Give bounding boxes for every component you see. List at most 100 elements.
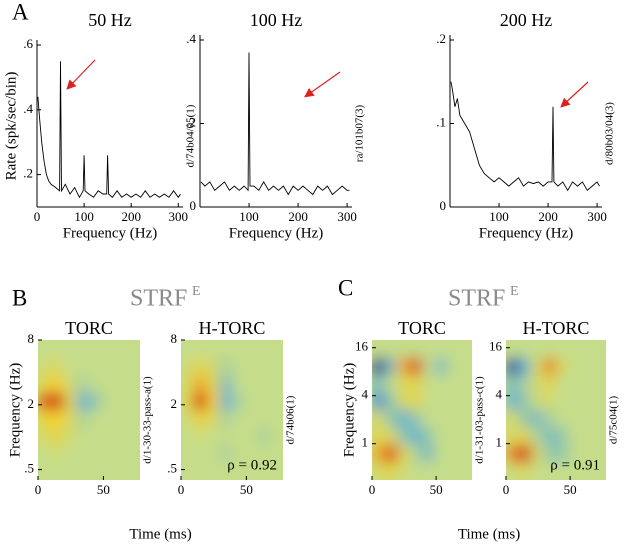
x-tick-label: 200	[288, 209, 308, 224]
heatmap-cell	[581, 410, 594, 428]
heatmap-cell	[114, 357, 128, 376]
heatmap-cell	[518, 340, 532, 358]
heatmap-cell	[114, 445, 128, 463]
heatmap-cell	[568, 357, 582, 376]
heatmap-cell	[127, 340, 140, 358]
heatmap-cell	[409, 445, 423, 463]
x-tick-label: 0	[35, 482, 42, 497]
heatmap-cell	[76, 340, 90, 358]
heatmap-cell	[543, 410, 557, 428]
heatmap-cells	[181, 340, 283, 480]
heatmap-cell	[459, 445, 472, 463]
heatmap-cell	[232, 445, 246, 463]
heatmap-cell	[219, 340, 233, 358]
heatmap-cell	[531, 392, 544, 411]
heatmap-cell	[257, 445, 271, 463]
heatmap-cell	[459, 340, 472, 358]
heatmap-cell	[593, 392, 606, 411]
heatmap-cell	[206, 462, 220, 480]
heatmap-cell	[76, 410, 90, 428]
x-tick-label: 300	[337, 209, 357, 224]
heatmap-cell	[219, 410, 233, 428]
heatmap-cell	[556, 427, 569, 446]
heatmap-cell	[581, 340, 594, 358]
heatmap-cell	[593, 357, 606, 376]
heatmap-cell	[593, 410, 606, 428]
x-axis-label: Frequency (Hz)	[229, 225, 324, 241]
heatmap-cell	[568, 375, 582, 393]
y-tick-label: .1	[436, 114, 446, 129]
x-axis-label: Frequency (Hz)	[63, 225, 158, 241]
y-tick-label: 16	[489, 339, 503, 354]
panel-label: A	[12, 0, 29, 24]
heatmap-cell	[531, 445, 544, 463]
x-tick-label: 200	[121, 209, 141, 224]
heatmap-cell	[193, 357, 207, 376]
heatmap-cell	[543, 427, 557, 446]
heatmap-cell	[593, 375, 606, 393]
x-tick-label: 300	[587, 209, 607, 224]
heatmap-cell	[397, 445, 410, 463]
heatmap-cell	[76, 427, 90, 446]
heading: STRF	[448, 286, 505, 312]
heatmap-cell	[434, 357, 448, 376]
heatmap-cell	[232, 357, 246, 376]
heatmap-cell	[89, 357, 103, 376]
side-label: d/1-30-33-pass-a(1)	[142, 376, 154, 464]
heatmap-cell	[127, 410, 140, 428]
heatmap-cell	[409, 375, 423, 393]
y-tick-label: 1	[496, 435, 503, 450]
heatmap-cell	[593, 340, 606, 358]
heatmap-cell	[581, 375, 594, 393]
heatmap-cell	[447, 375, 460, 393]
heatmap-cell	[206, 357, 220, 376]
chart-title: TORC	[65, 318, 113, 338]
y-tick-label: 4	[496, 387, 503, 402]
spectrum-line	[37, 61, 181, 199]
y-tick-label: .4	[186, 31, 196, 46]
heatmap-cell	[593, 462, 606, 480]
x-tick-label: 100	[74, 209, 94, 224]
heatmap-cell	[434, 340, 448, 358]
y-tick-label: 2	[171, 396, 178, 411]
heatmap-cell	[219, 357, 233, 376]
heatmap-cell	[232, 427, 246, 446]
heatmap-cell	[244, 375, 258, 393]
heatmap-cell	[506, 462, 519, 480]
heatmap-cell	[568, 392, 582, 411]
heatmap-cell	[219, 375, 233, 393]
heatmap-cell	[232, 410, 246, 428]
heatmap-cell	[581, 357, 594, 376]
heatmap-cell	[447, 340, 460, 358]
heatmap-cell	[219, 427, 233, 446]
heatmap-cell	[422, 427, 435, 446]
x-tick-label: 0	[369, 482, 376, 497]
y-tick-label: .2	[186, 114, 196, 129]
heatmap-cell	[244, 340, 258, 358]
heatmap-cell	[568, 410, 582, 428]
heatmap-cell	[89, 392, 103, 411]
heatmap-cell	[409, 427, 423, 446]
heatmap-cell	[568, 445, 582, 463]
heatmap-cell	[38, 445, 52, 463]
heatmap-cell	[193, 340, 207, 358]
heatmap-cell	[193, 427, 207, 446]
heatmap-cell	[506, 340, 519, 358]
heatmap-cell	[181, 392, 195, 411]
heatmap-cell	[89, 340, 103, 358]
heatmap-cell	[206, 340, 220, 358]
heatmap-cell	[50, 357, 64, 376]
heading: STRF	[130, 286, 187, 312]
x-tick-label: 100	[489, 209, 509, 224]
heatmap-cell	[193, 410, 207, 428]
heatmap-cell	[181, 340, 195, 358]
heatmap-cell	[372, 427, 385, 446]
heatmap-cell	[506, 375, 519, 393]
heatmap-cell	[422, 445, 435, 463]
heatmap-cell	[38, 392, 52, 411]
chart-title: 50 Hz	[88, 10, 132, 30]
heatmap-cell	[50, 462, 64, 480]
heatmap-cell	[101, 357, 115, 376]
chart-title: H-TORC	[199, 318, 266, 338]
